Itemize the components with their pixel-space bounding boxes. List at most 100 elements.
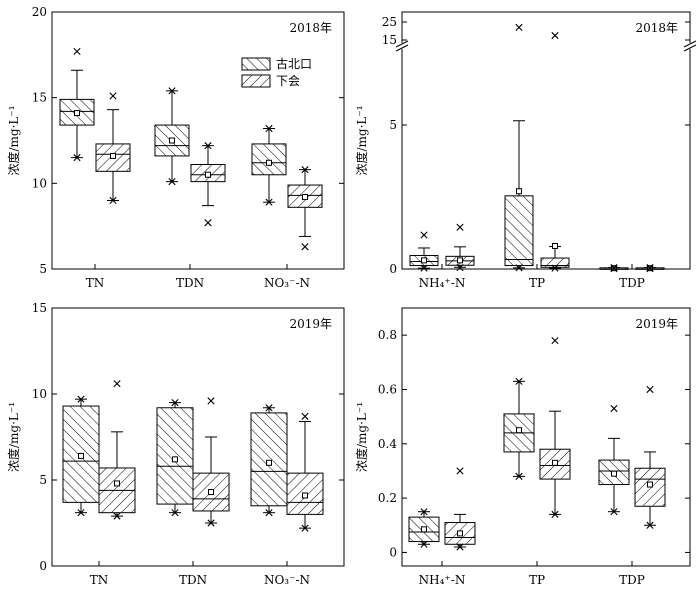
legend-label-a: 古北口	[276, 56, 312, 71]
outlier-mark	[265, 198, 273, 206]
mean-marker	[552, 459, 558, 466]
y-tick-label: 15	[32, 301, 47, 315]
box-hatch-a	[59, 69, 95, 159]
mean-marker	[78, 452, 84, 459]
outlier-mark	[204, 219, 212, 227]
axis-break-mark	[395, 44, 409, 52]
mean-marker	[74, 110, 80, 117]
box-hatch-b	[540, 242, 570, 269]
outlier-mark	[109, 92, 117, 100]
y-tick-label: 15	[382, 33, 397, 47]
box-hatch-b	[98, 431, 136, 517]
y-tick-label: 0	[389, 545, 397, 559]
box-hatch-a	[408, 511, 440, 545]
y-axis-label: 浓度/mg·L⁻¹	[6, 402, 21, 472]
outlier-mark	[265, 124, 273, 133]
x-tick-label: TP	[529, 573, 545, 587]
axis-break-mark	[395, 40, 409, 48]
outlier-mark	[646, 265, 654, 273]
box-hatch-b	[444, 513, 476, 548]
outlier-mark	[610, 508, 618, 516]
panel-bottom-right: 2019年 0 0.2 0.4 0.6 0.8 浓度/mg·L⁻¹ NH₄⁺-N TP TDP	[354, 307, 691, 587]
outlier-mark	[456, 223, 464, 231]
box-hatch-b	[287, 169, 323, 237]
mean-marker	[169, 137, 175, 144]
box-iqr	[250, 412, 288, 507]
box-iqr	[156, 407, 194, 505]
outlier-mark	[456, 263, 464, 272]
outlier-mark	[456, 467, 464, 475]
mean-marker	[516, 188, 522, 195]
outlier-mark	[420, 508, 428, 516]
outlier-mark	[646, 521, 654, 529]
y-tick-label: 0.4	[378, 437, 397, 451]
plot-frame	[401, 307, 691, 567]
outlier-mark	[420, 264, 428, 272]
x-tick-label: TDN	[179, 573, 207, 587]
legend-swatch-a	[241, 57, 271, 71]
outlier-mark	[551, 31, 559, 40]
x-tick-label: TDP	[619, 573, 645, 587]
box-hatch-b	[634, 451, 666, 526]
panel-title: 2019年	[635, 317, 678, 331]
outlier-mark	[73, 154, 81, 162]
mean-marker	[208, 489, 214, 496]
mean-marker	[114, 480, 120, 487]
plot-frame	[51, 307, 345, 567]
y-tick-label: 0	[389, 262, 397, 276]
box-hatch-b	[190, 145, 226, 207]
y-tick-label: 0.8	[378, 328, 397, 342]
panel-top-left: 2018年 5 10 15 20 浓度/mg·L⁻¹ TN TDN NO₃⁻-N	[6, 5, 345, 290]
mean-marker	[110, 152, 116, 159]
outlier-mark	[109, 196, 117, 205]
outlier-mark	[301, 166, 309, 174]
panel-top-right: 2018年 0 5 15 25 浓度/mg·L⁻¹ NH₄⁺-N TP TDP	[354, 11, 697, 290]
mean-marker	[421, 257, 427, 264]
mean-marker	[647, 481, 653, 488]
plot-frame	[401, 11, 691, 270]
mean-marker	[302, 194, 308, 201]
mean-marker	[172, 456, 178, 463]
outlier-mark	[301, 524, 309, 532]
mean-marker	[266, 159, 272, 166]
mean-marker	[302, 492, 308, 499]
y-tick-label: 15	[32, 91, 47, 105]
box-hatch-a	[250, 407, 288, 514]
box-iqr	[251, 143, 287, 176]
outlier-mark	[207, 519, 215, 527]
legend-label-b: 下会	[276, 74, 300, 88]
box-hatch-a	[503, 380, 535, 477]
outlier-mark	[610, 265, 618, 273]
x-tick-label: TP	[529, 276, 545, 290]
x-tick-label: NO₃⁻-N	[264, 573, 310, 587]
box-hatch-a	[598, 437, 630, 513]
outlier-mark	[168, 87, 176, 95]
outlier-mark	[515, 377, 523, 385]
box-hatch-a	[154, 90, 190, 183]
mean-marker	[552, 242, 558, 249]
box-hatch-b	[286, 421, 324, 529]
x-tick-label: TN	[90, 573, 109, 587]
y-axis-label: 浓度/mg·L⁻¹	[354, 105, 369, 175]
x-tick-label: TN	[86, 276, 105, 290]
outlier-mark	[420, 231, 428, 239]
outlier-mark	[207, 397, 215, 405]
outlier-mark	[456, 543, 464, 551]
outlier-mark	[515, 472, 523, 480]
panel-title: 2018年	[635, 21, 678, 35]
outlier-mark	[420, 540, 428, 548]
y-tick-label: 5	[39, 262, 47, 276]
panel-title: 2018年	[289, 21, 332, 35]
legend: 古北口 下会	[241, 56, 312, 88]
mean-marker	[266, 459, 272, 466]
box-hatch-a	[62, 398, 100, 514]
y-tick-label: 0.2	[378, 491, 397, 505]
mean-marker	[516, 427, 522, 434]
outlier-mark	[646, 263, 654, 272]
outlier-mark	[551, 264, 559, 272]
panel-title: 2019年	[289, 317, 332, 331]
box-iqr	[540, 257, 570, 268]
x-tick-label: TDN	[176, 276, 204, 290]
mean-marker	[457, 530, 463, 537]
box-hatch-b	[95, 109, 131, 201]
